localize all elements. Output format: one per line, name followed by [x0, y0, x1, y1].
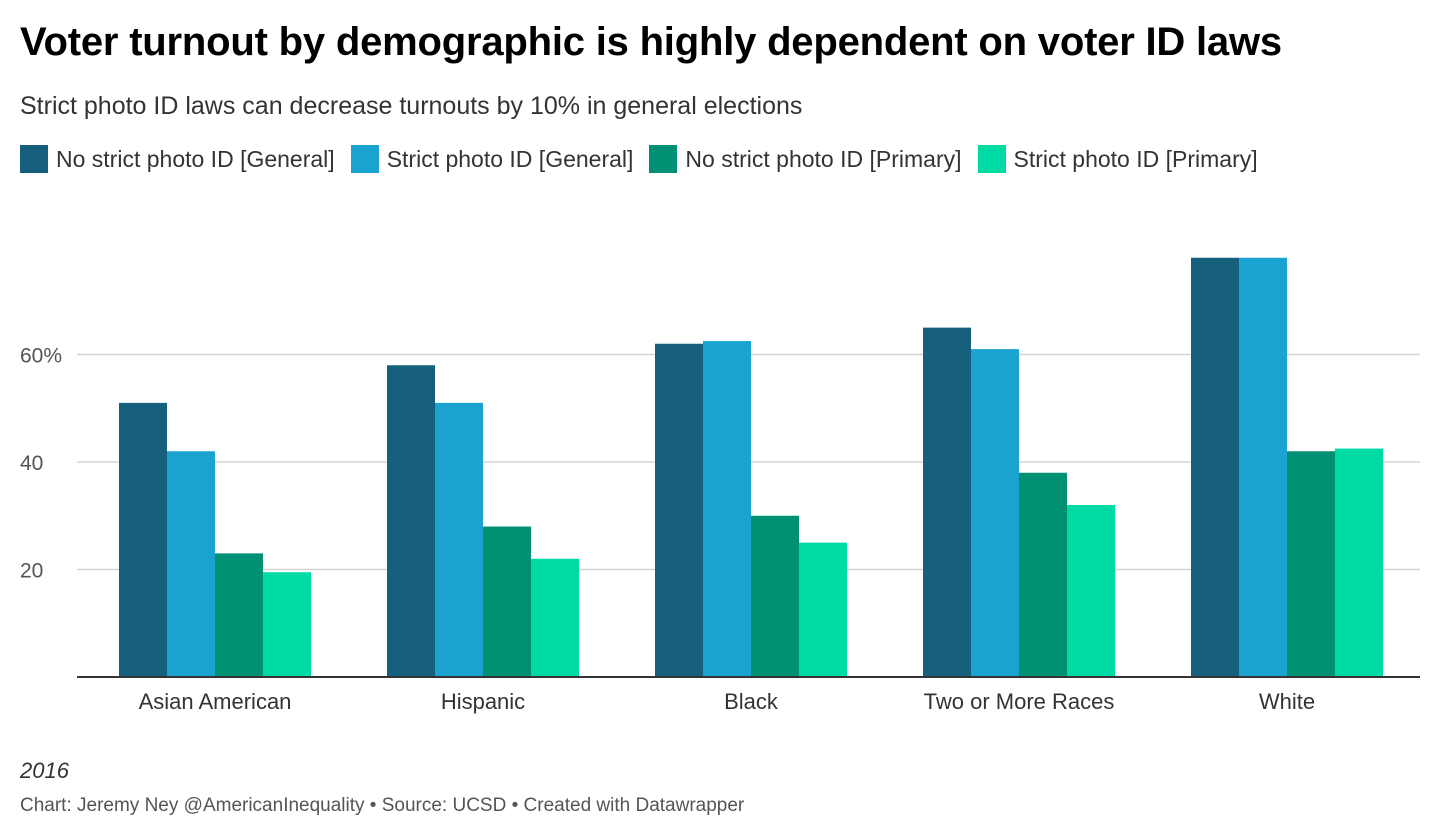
bar [119, 402, 167, 677]
bar [971, 349, 1019, 677]
bar [215, 553, 263, 677]
legend-label: Strict photo ID [Primary] [1013, 145, 1258, 172]
bar [751, 515, 799, 677]
legend-label: No strict photo ID [Primary] [685, 145, 962, 172]
x-tick-label: White [1259, 689, 1315, 714]
chart-title: Voter turnout by demographic is highly d… [20, 20, 1282, 64]
legend-item-strict-general: Strict photo ID [General] [350, 145, 634, 173]
bar [263, 572, 311, 677]
bar [923, 327, 971, 677]
legend-label: No strict photo ID [General] [56, 145, 335, 172]
y-tick-label: 40 [20, 452, 43, 475]
bar [483, 526, 531, 677]
x-tick-label: Asian American [139, 689, 292, 714]
legend-swatch [649, 145, 678, 173]
legend-label: Strict photo ID [General] [386, 145, 634, 172]
chart-subtitle: Strict photo ID laws can decrease turnou… [20, 92, 803, 120]
bar [435, 402, 483, 677]
bar [387, 365, 435, 677]
legend-swatch [350, 145, 379, 173]
x-tick-label: Hispanic [441, 689, 525, 714]
legend-item-no-strict-primary: No strict photo ID [Primary] [649, 145, 962, 173]
x-tick-label: Two or More Races [924, 689, 1115, 714]
bar [167, 451, 215, 677]
bar [1191, 257, 1239, 677]
bar [799, 542, 847, 677]
x-tick-label: Black [724, 689, 779, 714]
chart-footer: Chart: Jeremy Ney @AmericanInequality • … [20, 795, 745, 816]
bar [1335, 448, 1383, 677]
legend-item-no-strict-general: No strict photo ID [General] [20, 145, 335, 173]
bar [703, 341, 751, 677]
y-tick-label: 60% [20, 345, 62, 368]
bar [1019, 472, 1067, 677]
legend-swatch [977, 145, 1006, 173]
y-tick-label: 20 [20, 560, 43, 583]
year-note: 2016 [20, 758, 69, 783]
bar [531, 558, 579, 677]
legend-swatch [20, 145, 48, 173]
bar [655, 343, 703, 677]
bar [1287, 451, 1335, 677]
legend-item-strict-primary: Strict photo ID [Primary] [977, 145, 1258, 173]
bar [1067, 505, 1115, 677]
bar [1239, 257, 1287, 677]
legend: No strict photo ID [General] Strict phot… [20, 145, 1274, 173]
